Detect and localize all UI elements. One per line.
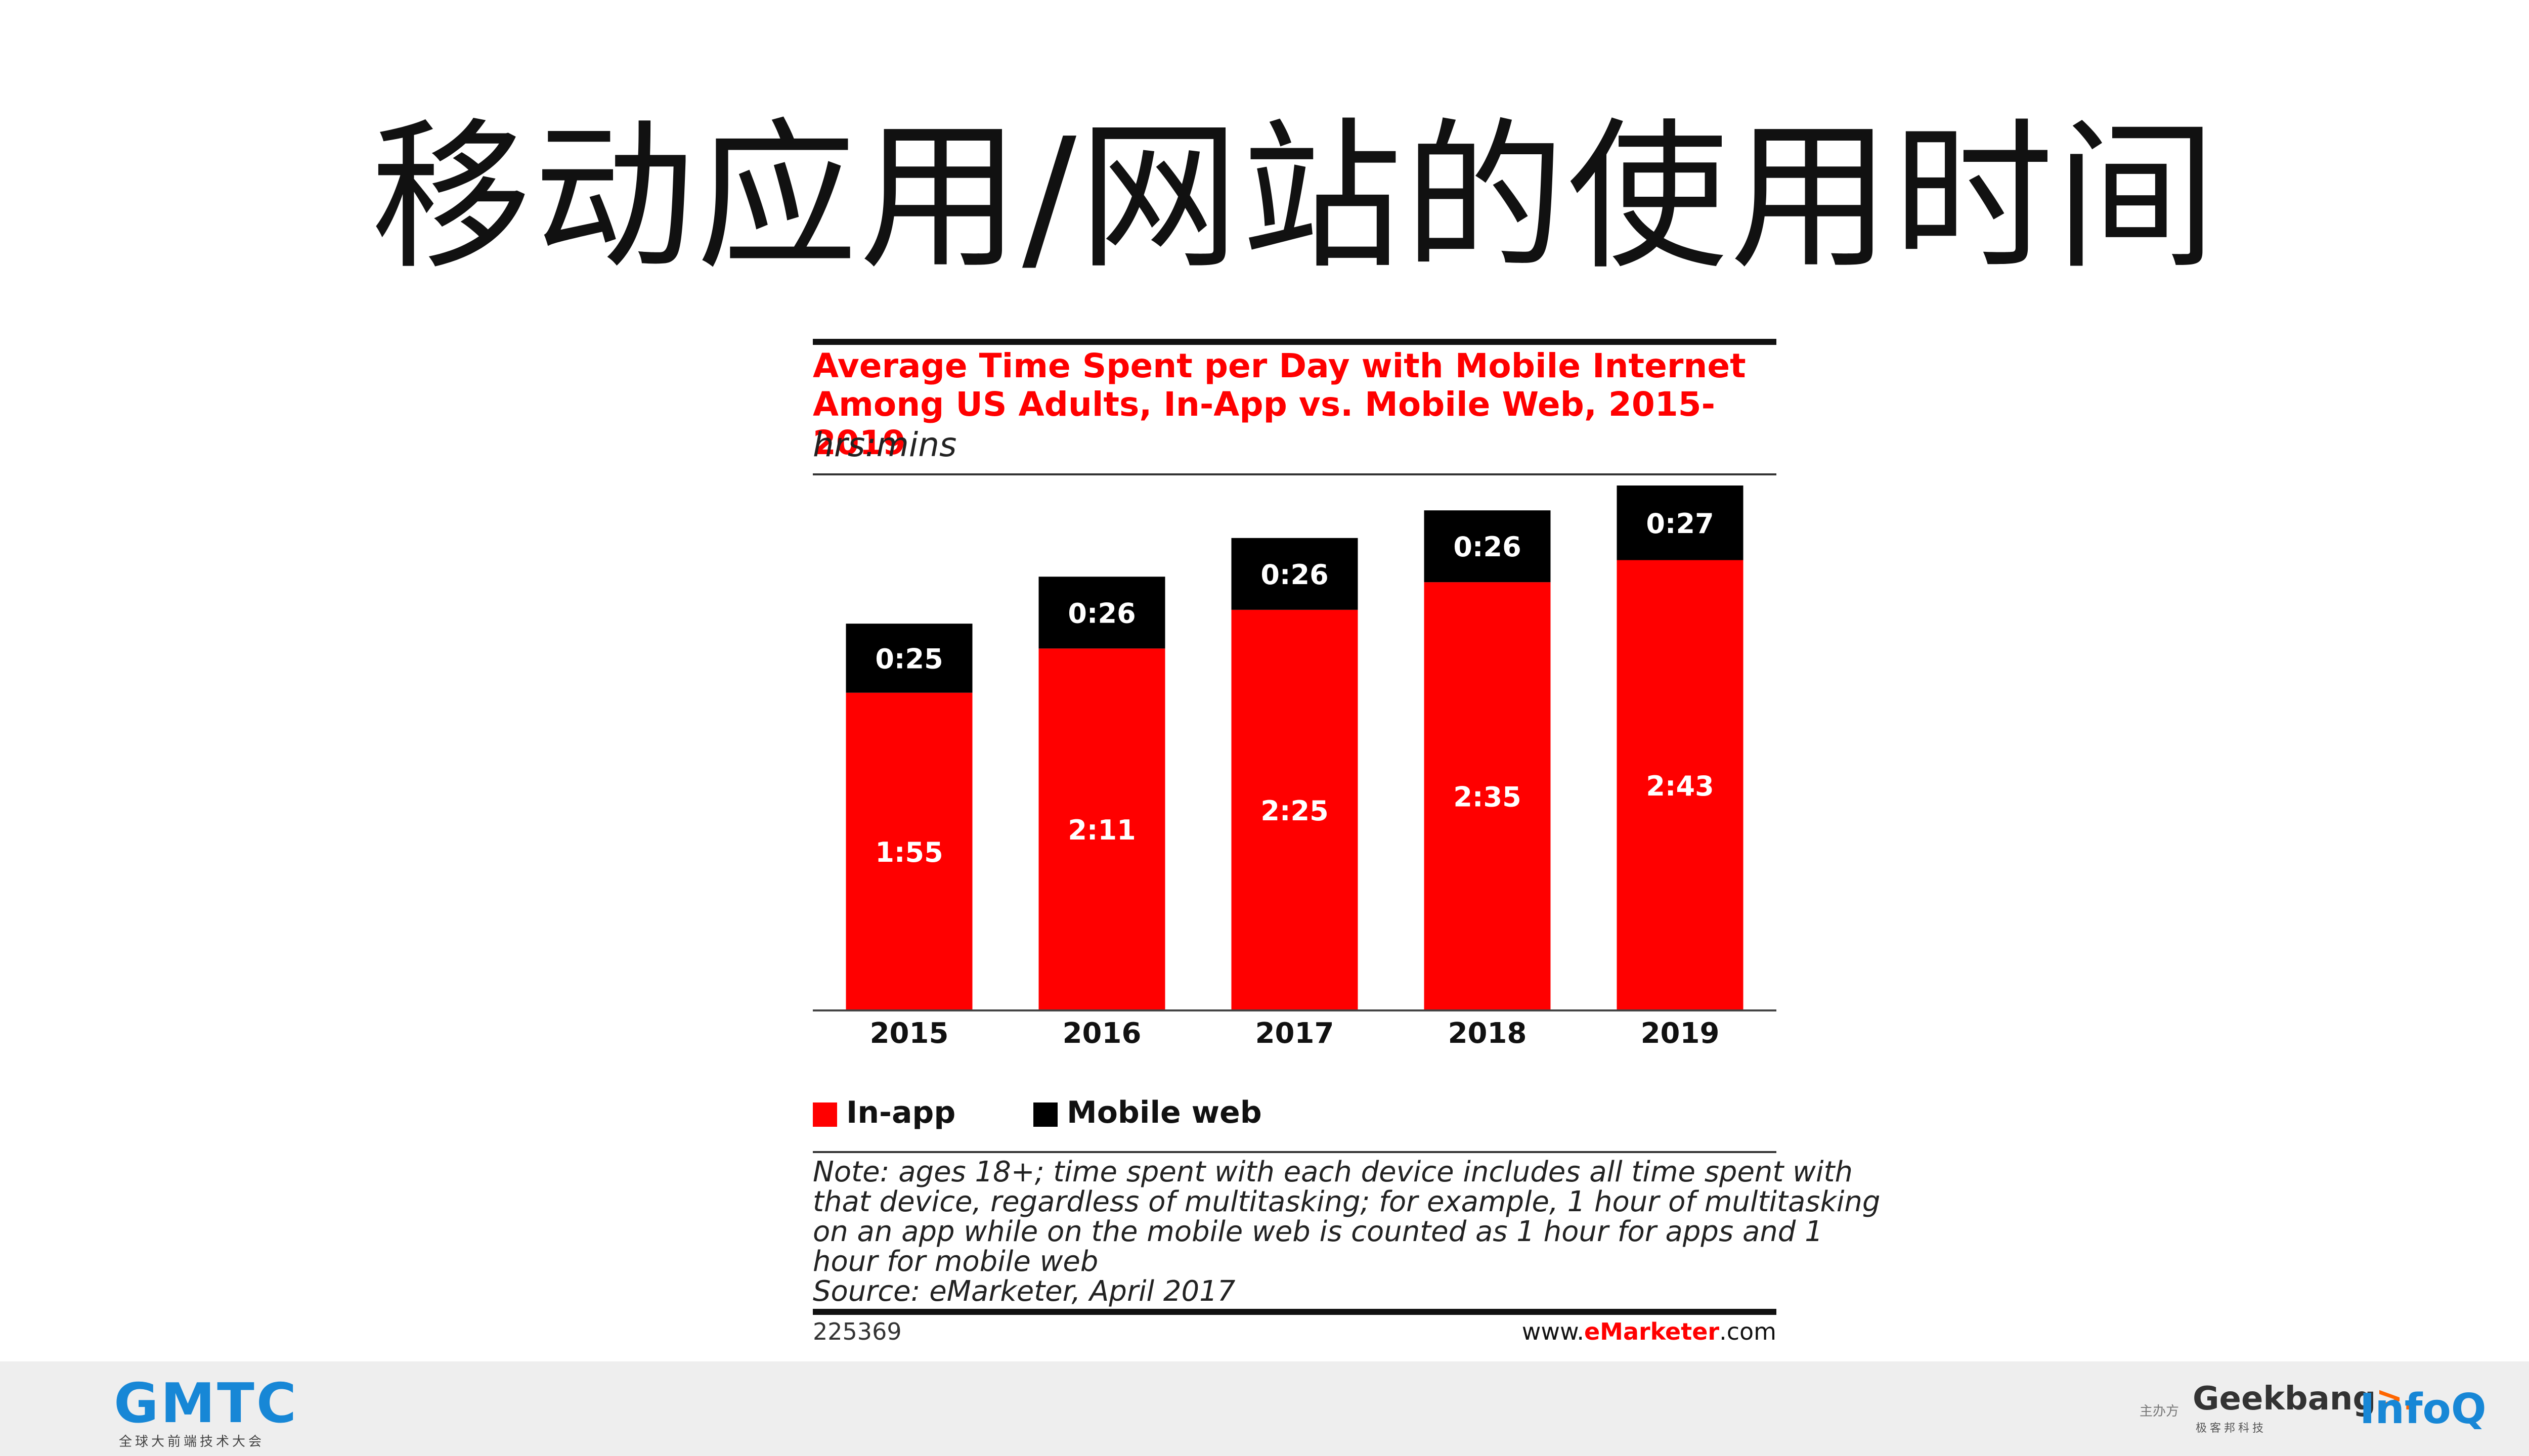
data-label-mobile-web-2018: 0:26 (1453, 531, 1521, 563)
x-tick-label-2018: 2018 (1448, 1017, 1527, 1050)
stacked-bar-plot: 1:55 0:25 2015 2:11 0:26 2016 2:25 0:26 2017 2:35… (813, 486, 1776, 1050)
bar-in-app-2017 (1231, 609, 1358, 1010)
legend-label-mobile-web: Mobile web (1067, 1095, 1262, 1130)
bar-in-app-2015 (846, 692, 973, 1010)
x-tick-label-2016: 2016 (1063, 1017, 1142, 1050)
legend-item-in-app: In-app (813, 1092, 965, 1133)
chart-top-rule (813, 339, 1776, 345)
sponsor-label: 主办方 (2140, 1404, 2179, 1419)
gmtc-logo-word: GMTC (114, 1372, 299, 1435)
data-label-in-app-2016: 2:11 (1068, 814, 1136, 846)
x-tick-label-2015: 2015 (870, 1017, 949, 1050)
chart-note: Note: ages 18+; time spent with each dev… (813, 1156, 1881, 1308)
bar-mobile-web-2016 (1038, 577, 1165, 649)
geekbang-word-text: Geekbang (2193, 1380, 2376, 1418)
chart-id: 225369 (813, 1318, 902, 1345)
bar-in-app-2019 (1617, 560, 1743, 1010)
footer-bar: GMTC 全球大前端技术大会 主办方 Geekbang>. 极客邦科技 Info… (0, 1361, 2529, 1456)
chart-panel: Average Time Spent per Day with Mobile I… (813, 339, 1881, 1350)
bar-mobile-web-2015 (846, 624, 973, 693)
note-line: hour for mobile web (813, 1245, 1099, 1278)
chart-title: Average Time Spent per Day with Mobile I… (813, 347, 1776, 462)
source-line: Source: eMarketer, April 2017 (813, 1275, 1236, 1308)
legend-label-in-app: In-app (846, 1095, 956, 1130)
note-line: on an app while on the mobile web is cou… (813, 1215, 1823, 1248)
chart-header-rule (813, 473, 1776, 475)
chart-unit-subtitle: hrs:mins (813, 425, 957, 464)
data-label-in-app-2015: 1:55 (875, 836, 943, 868)
data-label-mobile-web-2019: 0:27 (1646, 508, 1714, 540)
legend-swatch-mobile-web (1033, 1102, 1058, 1127)
legend-rule (813, 1151, 1776, 1153)
legend-swatch-in-app (813, 1102, 837, 1127)
geekbang-subtitle: 极客邦科技 (2196, 1422, 2267, 1435)
site-prefix: www. (1521, 1318, 1584, 1345)
site-suffix: .com (1719, 1318, 1776, 1345)
emarketer-site-link[interactable]: www.eMarketer.com (1522, 1318, 1776, 1345)
chart-bottom-rule (813, 1309, 1776, 1315)
bar-mobile-web-2019 (1617, 486, 1743, 560)
chart-title-line-2: Among US Adults, In-App vs. Mobile Web, … (813, 385, 1715, 462)
bar-in-app-2018 (1424, 582, 1551, 1010)
x-tick-label-2017: 2017 (1255, 1017, 1334, 1050)
bar-mobile-web-2018 (1424, 510, 1551, 583)
data-label-in-app-2017: 2:25 (1260, 795, 1328, 827)
bar-mobile-web-2017 (1231, 538, 1358, 610)
infoq-logo: InfoQ (2360, 1385, 2487, 1433)
data-label-mobile-web-2015: 0:25 (875, 643, 943, 675)
gmtc-logo: GMTC 全球大前端技术大会 (114, 1377, 296, 1450)
data-label-in-app-2018: 2:35 (1453, 781, 1521, 813)
data-label-in-app-2019: 2:43 (1646, 770, 1714, 802)
site-brand: eMarketer (1584, 1318, 1720, 1345)
legend-item-mobile-web: Mobile web (1033, 1092, 1286, 1133)
bar-in-app-2016 (1038, 648, 1165, 1010)
geekbang-arrow: >. (2376, 1380, 2416, 1418)
x-tick-label-2019: 2019 (1641, 1017, 1720, 1050)
data-label-mobile-web-2016: 0:26 (1068, 597, 1136, 629)
geekbang-logo: Geekbang>. 极客邦科技 (2193, 1380, 2415, 1440)
chart-title-line-1: Average Time Spent per Day with Mobile I… (813, 346, 1746, 385)
data-label-mobile-web-2017: 0:26 (1260, 559, 1328, 591)
note-line: that device, regardless of multitasking;… (813, 1185, 1881, 1218)
geekbang-logo-word: Geekbang>. (2193, 1380, 2415, 1418)
gmtc-tagline: 全球大前端技术大会 (119, 1434, 265, 1449)
slide-title: 移动应用/网站的使用时间 (370, 104, 2219, 291)
note-line: Note: ages 18+; time spent with each dev… (813, 1156, 1853, 1188)
